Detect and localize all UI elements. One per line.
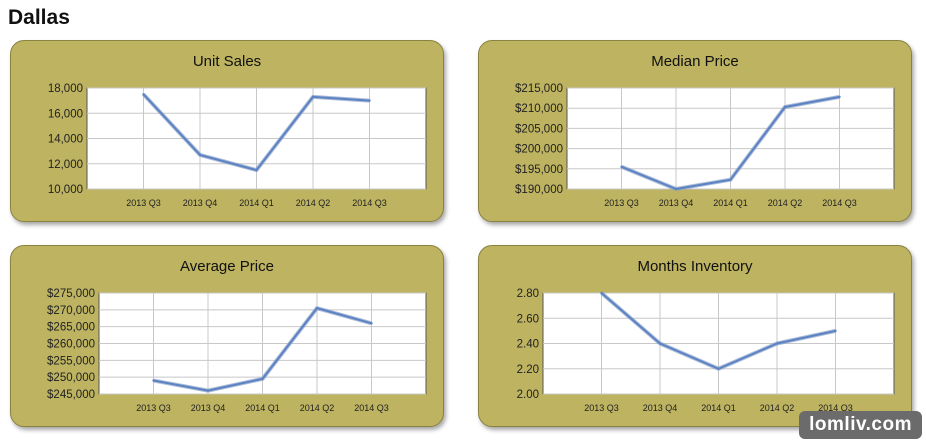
chart-panel-average-price: Average Price $245,000 $250,000 $255,000 $2… — [10, 245, 444, 427]
x-tick-label: 2013 Q4 — [183, 198, 218, 208]
y-tick-label: $250,000 — [47, 372, 95, 384]
chart-title: Unit Sales — [192, 53, 262, 70]
y-tick-label: $270,000 — [47, 305, 95, 317]
y-tick-label: 2.20 — [517, 364, 539, 376]
data-point — [729, 178, 732, 181]
y-tick-label: $245,000 — [47, 389, 95, 401]
data-point — [152, 379, 155, 382]
chart-panel-months-inventory: Months Inventory 2.00 2.20 2.40 2.60 2.80 201… — [478, 245, 912, 427]
x-tick-label: 2013 Q3 — [136, 403, 171, 413]
y-tick-label: $205,000 — [515, 123, 563, 135]
y-tick-label: $275,000 — [47, 288, 95, 300]
y-tick-label: $210,000 — [515, 103, 563, 115]
data-point — [206, 389, 210, 392]
data-point — [315, 306, 319, 310]
y-tick-label: 10,000 — [48, 184, 83, 196]
x-tick-label: 2014 Q2 — [296, 198, 331, 208]
y-tick-label: 2.80 — [517, 288, 539, 300]
data-point — [783, 105, 787, 109]
x-tick-label: 2014 Q2 — [760, 403, 795, 413]
y-tick-label: $255,000 — [47, 355, 95, 367]
chart-title: Average Price — [180, 258, 274, 275]
data-point — [674, 187, 678, 191]
average-price-chart: $245,000 $250,000 $255,000 $260,000 $265,000… — [47, 288, 427, 413]
x-tick-label: 2013 Q3 — [584, 403, 619, 413]
data-point — [370, 322, 373, 325]
y-tick-label: 16,000 — [48, 108, 83, 120]
y-tick-label: $195,000 — [515, 164, 563, 176]
page-title: Dallas — [8, 6, 70, 29]
x-tick-label: 2014 Q1 — [713, 198, 748, 208]
x-tick-label: 2013 Q3 — [604, 198, 639, 208]
data-point — [600, 291, 603, 295]
x-tick-label: 2014 Q1 — [245, 403, 280, 413]
y-tick-label: 2.60 — [517, 313, 539, 325]
y-tick-label: $260,000 — [47, 339, 95, 351]
data-point — [717, 367, 720, 370]
x-tick-label: 2014 Q3 — [822, 198, 857, 208]
data-point — [834, 329, 837, 333]
data-point — [198, 153, 202, 157]
x-tick-label: 2014 Q1 — [701, 403, 736, 413]
x-tick-label: 2013 Q4 — [659, 198, 694, 208]
x-tick-label: 2014 Q1 — [239, 198, 274, 208]
months-inventory-chart: 2.00 2.20 2.40 2.60 2.80 2013 Q3 2013 Q4 2014 Q… — [517, 288, 895, 413]
x-tick-label: 2013 Q3 — [126, 198, 161, 208]
y-tick-label: 12,000 — [48, 159, 83, 171]
data-point — [620, 165, 623, 168]
watermark: lomliv.com — [799, 411, 922, 439]
median-price-chart: $190,000 $195,000 $200,000 $205,000 $210,000… — [515, 83, 895, 208]
y-tick-label: 2.40 — [517, 339, 539, 351]
y-tick-label: 18,000 — [48, 83, 83, 95]
x-tick-label: 2014 Q2 — [768, 198, 803, 208]
y-tick-label: $190,000 — [515, 184, 563, 196]
data-point — [261, 377, 264, 381]
data-point — [368, 99, 371, 102]
data-point — [142, 93, 145, 96]
x-tick-label: 2014 Q3 — [352, 198, 387, 208]
y-tick-label: 2.00 — [517, 389, 539, 401]
data-point — [838, 95, 841, 99]
chart-title: Median Price — [651, 53, 739, 70]
x-tick-label: 2014 Q3 — [354, 403, 389, 413]
chart-panel-unit-sales: Unit Sales 10,000 12,000 14,000 16,000 18,00… — [10, 40, 444, 222]
y-tick-label: $215,000 — [515, 83, 563, 95]
chart-title: Months Inventory — [637, 258, 753, 275]
chart-panel-median-price: Median Price $190,000 $195,000 $200,000 $20… — [478, 40, 912, 222]
y-tick-label: $265,000 — [47, 322, 95, 334]
data-point — [311, 95, 315, 99]
x-tick-label: 2013 Q4 — [643, 403, 678, 413]
x-tick-label: 2013 Q4 — [191, 403, 226, 413]
y-tick-label: 14,000 — [48, 134, 83, 146]
y-tick-label: $200,000 — [515, 144, 563, 156]
unit-sales-chart: 10,000 12,000 14,000 16,000 18,000 2013 Q3 201… — [48, 83, 427, 208]
data-point — [775, 342, 779, 345]
x-tick-label: 2014 Q3 — [818, 403, 853, 413]
data-point — [658, 342, 662, 345]
data-point — [255, 168, 258, 172]
x-tick-label: 2014 Q2 — [300, 403, 335, 413]
